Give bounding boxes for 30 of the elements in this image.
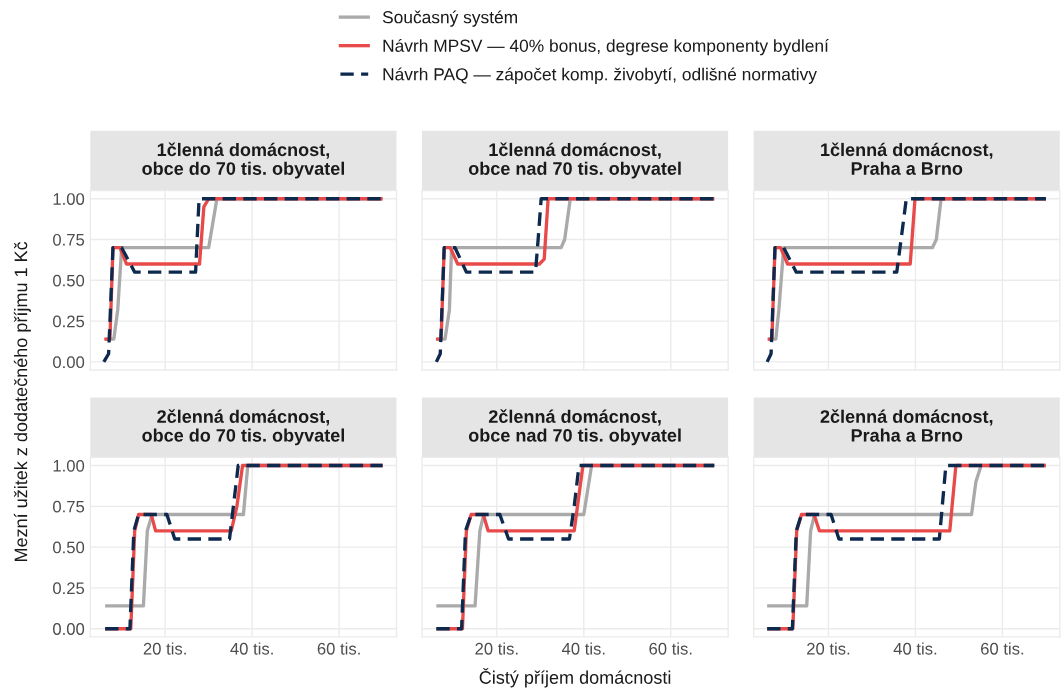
x-tick-label: 60 tis.: [317, 642, 360, 655]
y-tick-label: 1.00: [53, 459, 85, 472]
y-tick-label: 0.25: [53, 315, 85, 328]
chart-title: 2členná domácnost, obce do 70 tis. obyvatel: [142, 409, 344, 446]
chart-title: 1členná domácnost, obce do 70 tis. obyvatel: [142, 142, 344, 179]
y-tick-label: 0.00: [53, 623, 85, 635]
y-tick-label: 0.50: [53, 541, 85, 554]
chart-title: 2členná domácnost, obce nad 70 tis. obyvatel: [468, 409, 681, 446]
y-tick-label: 0.50: [53, 274, 85, 287]
chart-title: 1členná domácnost, Praha a Brno: [821, 142, 993, 175]
x-tick-label: 20 tis.: [475, 642, 518, 655]
x-tick-label: 20 tis.: [807, 642, 850, 655]
x-tick-label: 40 tis.: [561, 642, 605, 655]
legend-label: Návrh PAQ — zápočet komp. živobytí, odlišné normativy: [383, 67, 817, 84]
legend-label: Současný systém: [382, 10, 517, 27]
y-tick-label: 0.75: [53, 500, 85, 513]
x-tick-label: 40 tis.: [893, 642, 937, 655]
chart-title: 1členná domácnost, obce nad 70 tis. obyvatel: [468, 142, 681, 179]
chart-title: 2členná domácnost, Praha a Brno: [820, 409, 993, 442]
x-tick-label: 20 tis.: [143, 642, 186, 655]
y-tick-label: 1.00: [53, 193, 85, 205]
y-axis-title: Mezní užitek z dodatečného příjmu 1 Kč: [13, 241, 31, 562]
legend-label: Návrh MPSV — 40% bonus, degrese komponenty bydlení: [383, 38, 829, 56]
y-tick-label: 0.25: [53, 582, 85, 595]
x-tick-label: 60 tis.: [649, 642, 692, 655]
x-axis-title: Čistý příjem domácnosti: [479, 667, 671, 688]
x-tick-label: 60 tis.: [981, 642, 1024, 655]
x-tick-label: 40 tis.: [230, 642, 273, 655]
y-tick-label: 0.75: [53, 233, 85, 246]
y-tick-label: 0.00: [53, 356, 85, 369]
